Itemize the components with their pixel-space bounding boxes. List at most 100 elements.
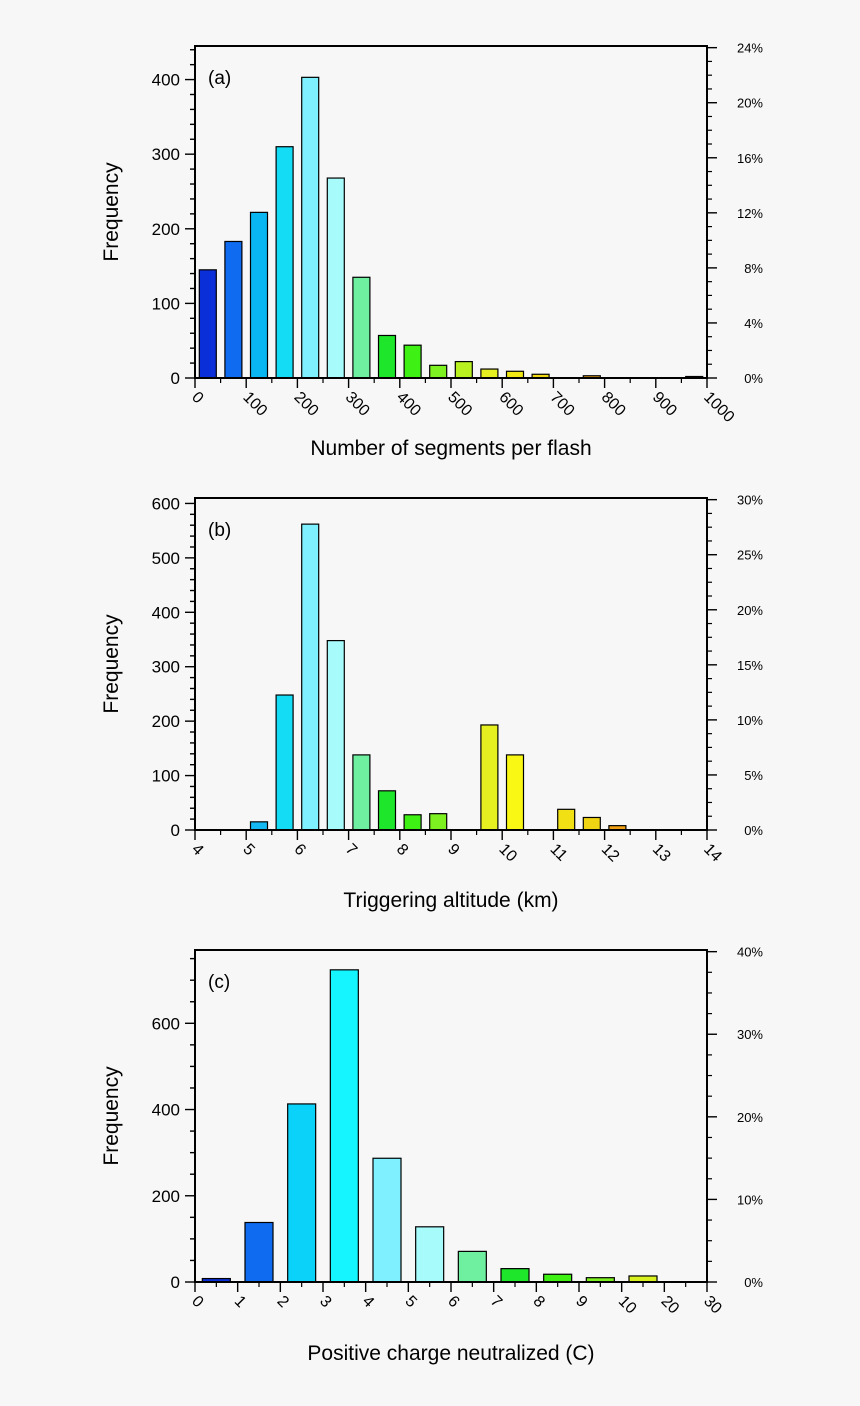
y-tick-label: 0 bbox=[171, 1273, 180, 1292]
histogram-bar bbox=[329, 969, 359, 1283]
panel-label: (c) bbox=[208, 972, 230, 993]
x-axis-title: Triggering altitude (km) bbox=[343, 889, 558, 912]
x-tick-label: 900 bbox=[649, 389, 680, 420]
y-tick-label: 300 bbox=[152, 658, 180, 677]
x-tick-label: 0 bbox=[188, 389, 206, 407]
histogram-bar bbox=[582, 816, 601, 831]
right-tick-label: 30% bbox=[737, 1027, 763, 1042]
right-tick-label: 0% bbox=[744, 1275, 763, 1290]
x-tick-label: 6 bbox=[444, 1293, 462, 1311]
histogram-bar bbox=[275, 146, 294, 379]
x-tick-label: 100 bbox=[239, 389, 270, 420]
histogram-bar bbox=[249, 211, 269, 379]
histogram-bar bbox=[480, 724, 499, 831]
right-tick-label: 25% bbox=[737, 548, 763, 563]
right-tick-label: 12% bbox=[737, 206, 763, 221]
x-tick-label: 3 bbox=[316, 1293, 334, 1311]
x-tick-label: 9 bbox=[444, 841, 462, 859]
histogram-bar bbox=[198, 269, 217, 379]
right-tick-label: 30% bbox=[737, 493, 763, 508]
chart-panel: 0 200 400 600 0% 10% 20% 30% 40% 0 1 2 3 4 5 6 7 8 9 10 20 30… bbox=[100, 945, 763, 1365]
x-tick-label: 30 bbox=[700, 1293, 725, 1318]
y-tick-label: 400 bbox=[152, 603, 180, 622]
y-tick-label: 0 bbox=[171, 369, 180, 388]
y-tick-label: 200 bbox=[152, 712, 180, 731]
x-tick-label: 20 bbox=[658, 1293, 683, 1318]
histogram-bar bbox=[480, 368, 499, 379]
right-tick-label: 10% bbox=[737, 1192, 763, 1207]
right-tick-label: 20% bbox=[737, 603, 763, 618]
y-tick-label: 100 bbox=[152, 767, 180, 786]
x-axis-title: Number of segments per flash bbox=[310, 437, 591, 460]
x-axis-title: Positive charge neutralized (C) bbox=[307, 1342, 594, 1365]
right-tick-label: 20% bbox=[737, 1110, 763, 1125]
histogram-bar bbox=[249, 821, 269, 831]
x-tick-label: 1000 bbox=[700, 389, 737, 426]
histogram-bar bbox=[429, 364, 448, 379]
y-axis-title: Frequency bbox=[100, 162, 123, 262]
x-tick-label: 8 bbox=[530, 1293, 548, 1311]
right-tick-label: 0% bbox=[744, 823, 763, 838]
histogram-bar bbox=[301, 523, 320, 831]
right-tick-label: 5% bbox=[744, 768, 763, 783]
histogram-bar bbox=[415, 1226, 445, 1283]
x-tick-label: 700 bbox=[547, 389, 578, 420]
histogram-bar bbox=[372, 1157, 402, 1283]
panel-label: (b) bbox=[208, 520, 231, 541]
histogram-bar bbox=[352, 754, 371, 831]
histogram-bar bbox=[403, 814, 422, 831]
x-tick-label: 8 bbox=[393, 841, 411, 859]
histogram-bar bbox=[287, 1103, 317, 1283]
right-tick-label: 16% bbox=[737, 151, 763, 166]
x-tick-label: 6 bbox=[291, 841, 309, 859]
y-axis-title: Frequency bbox=[100, 614, 123, 714]
right-tick-label: 0% bbox=[744, 371, 763, 386]
x-tick-label: 10 bbox=[615, 1293, 640, 1318]
x-tick-label: 500 bbox=[444, 389, 475, 420]
y-tick-label: 0 bbox=[171, 821, 180, 840]
histogram-bar bbox=[275, 694, 294, 831]
y-tick-label: 600 bbox=[152, 494, 180, 513]
x-tick-label: 9 bbox=[572, 1293, 590, 1311]
x-tick-label: 1 bbox=[231, 1293, 249, 1311]
right-tick-label: 24% bbox=[737, 41, 763, 56]
x-tick-label: 12 bbox=[598, 841, 623, 866]
histogram-bar bbox=[457, 1250, 487, 1283]
y-tick-label: 400 bbox=[152, 1101, 180, 1120]
x-tick-label: 7 bbox=[342, 841, 360, 859]
histogram-bar bbox=[454, 360, 473, 379]
x-tick-label: 5 bbox=[239, 841, 257, 859]
x-tick-label: 800 bbox=[598, 389, 629, 420]
y-tick-label: 200 bbox=[152, 1187, 180, 1206]
x-tick-label: 10 bbox=[495, 841, 520, 866]
y-tick-label: 300 bbox=[152, 145, 180, 164]
chart-panel: 0 100 200 300 400 500 600 0% 5% 10% 15% 20% 25% 30% 4 5… bbox=[100, 493, 763, 912]
histogram-bar bbox=[429, 813, 448, 831]
plot-frame bbox=[194, 497, 708, 831]
histogram-bar bbox=[505, 754, 525, 831]
histogram-bar bbox=[543, 1273, 573, 1283]
y-tick-label: 500 bbox=[152, 549, 180, 568]
y-tick-label: 100 bbox=[152, 294, 180, 313]
histogram-bar bbox=[352, 276, 371, 379]
y-tick-label: 200 bbox=[152, 220, 180, 239]
histogram-bar bbox=[557, 808, 576, 831]
x-tick-label: 7 bbox=[487, 1293, 505, 1311]
x-tick-label: 4 bbox=[359, 1293, 377, 1311]
histogram-bar bbox=[377, 790, 397, 831]
x-tick-label: 200 bbox=[291, 389, 322, 420]
histogram-bar bbox=[500, 1268, 530, 1283]
histogram-bar bbox=[505, 370, 525, 379]
plot-frame bbox=[194, 45, 708, 379]
y-tick-label: 600 bbox=[152, 1014, 180, 1033]
right-tick-label: 10% bbox=[737, 713, 763, 728]
chart-panel: 0 100 200 300 400 0% 4% 8% 12% 16% 20% 24% 0 100 200 30… bbox=[100, 41, 763, 460]
right-tick-label: 20% bbox=[737, 96, 763, 111]
x-tick-label: 400 bbox=[393, 389, 424, 420]
x-tick-label: 13 bbox=[649, 841, 674, 866]
x-tick-label: 5 bbox=[402, 1293, 420, 1311]
x-tick-label: 2 bbox=[274, 1293, 292, 1311]
right-tick-label: 8% bbox=[744, 261, 763, 276]
right-tick-label: 4% bbox=[744, 316, 763, 331]
